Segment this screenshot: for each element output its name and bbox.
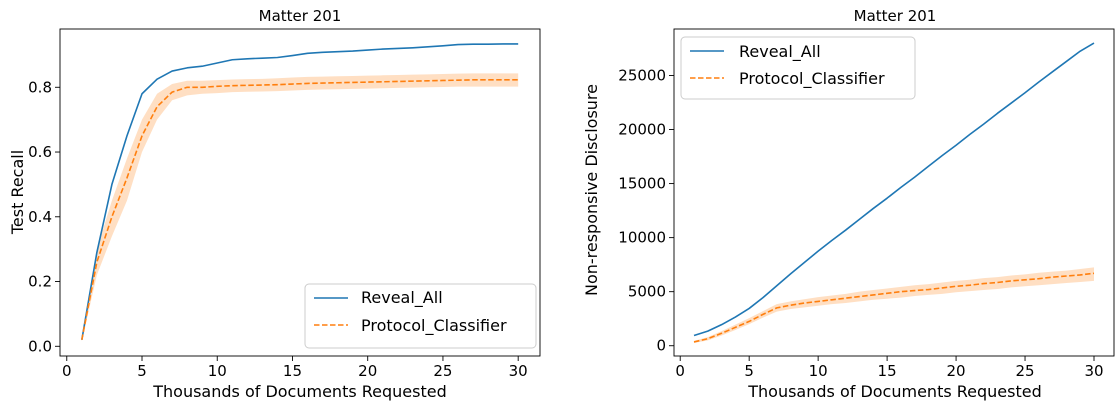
x-tick-label: 15 [283,362,302,380]
series-layer [693,42,1095,343]
series-line [693,272,1095,343]
chart-title: Matter 201 [854,7,937,25]
plot-frame [59,28,541,357]
legend-box [304,283,537,349]
x-tick-label: 5 [137,362,147,380]
y-tick-label: 25000 [618,66,666,84]
series-line [693,42,1095,337]
y-tick-label: 15000 [618,175,666,193]
legend-label-reveal-all: Reveal_All [361,288,443,308]
legend-label-protocol-classifier: Protocol_Classifier [739,69,885,89]
chart-title: Matter 201 [259,7,342,25]
x-tick-label: 0 [62,362,72,380]
x-tick-label: 20 [358,362,377,380]
x-axis-ticks: 0 5 10 15 20 25 30 [62,356,528,380]
y-tick-label: 20000 [618,121,666,139]
y-tick-label: 0.0 [28,337,52,355]
y-axis-ticks: 0.0 0.2 0.4 0.6 0.8 [28,78,60,355]
confidence-band [694,267,1094,344]
series-line [81,43,519,340]
y-tick-label: 0.2 [28,273,52,291]
x-tick-label: 0 [675,362,685,380]
x-tick-label: 10 [809,362,828,380]
x-tick-label: 25 [1015,362,1034,380]
legend: Reveal_All Protocol_Classifier [304,283,537,349]
x-axis-label: Thousands of Documents Requested [152,382,447,401]
y-tick-label: 0.4 [28,208,52,226]
y-axis-label: Test Recall [8,150,27,235]
legend-label-reveal-all: Reveal_All [739,42,821,62]
y-tick-label: 5000 [628,283,666,301]
legend-box [680,36,916,100]
chart-recall: Matter 201 0 5 10 15 20 25 30 0.00.20.40.60.8 … [8,7,541,401]
x-tick-label: 25 [433,362,452,380]
x-tick-label: 5 [744,362,754,380]
y-axis-label: Non-responsive Disclosure [582,84,601,296]
x-tick-label: 15 [878,362,897,380]
series-layer [81,43,519,340]
plot-frame [673,28,1115,357]
y-axis-ticks: 0 5000 10000 15000 20000 25000 [618,66,674,355]
x-tick-label: 30 [1084,362,1103,380]
y-tick-label: 0.6 [28,143,52,161]
y-tick-label: 0 [656,337,666,355]
x-tick-label: 30 [509,362,528,380]
y-tick-label: 10000 [618,229,666,247]
legend-label-protocol-classifier: Protocol_Classifier [361,316,507,336]
confidence-band-layer [694,267,1094,344]
x-axis-label: Thousands of Documents Requested [747,382,1042,401]
x-tick-label: 20 [947,362,966,380]
legend: Reveal_All Protocol_Classifier [680,36,916,100]
y-tick-label: 0.8 [28,78,52,96]
x-tick-label: 10 [208,362,227,380]
series-line [81,79,519,340]
x-axis-ticks: 0 5 10 15 20 25 30 [675,356,1104,380]
chart-disclosure: Matter 201 0 5 10 15 20 25 30 0 5000 10000 15000 2… [582,7,1115,401]
